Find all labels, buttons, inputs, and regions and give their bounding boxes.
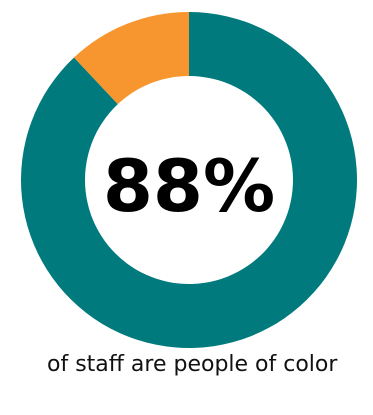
- donut-chart: 88%: [20, 11, 357, 348]
- donut-slice-people-of-color: [20, 12, 357, 348]
- chart-caption: of staff are people of color: [47, 352, 338, 377]
- donut-slices: [20, 11, 357, 348]
- donut-slice-other: [73, 11, 189, 105]
- center-percentage: 88%: [103, 144, 275, 228]
